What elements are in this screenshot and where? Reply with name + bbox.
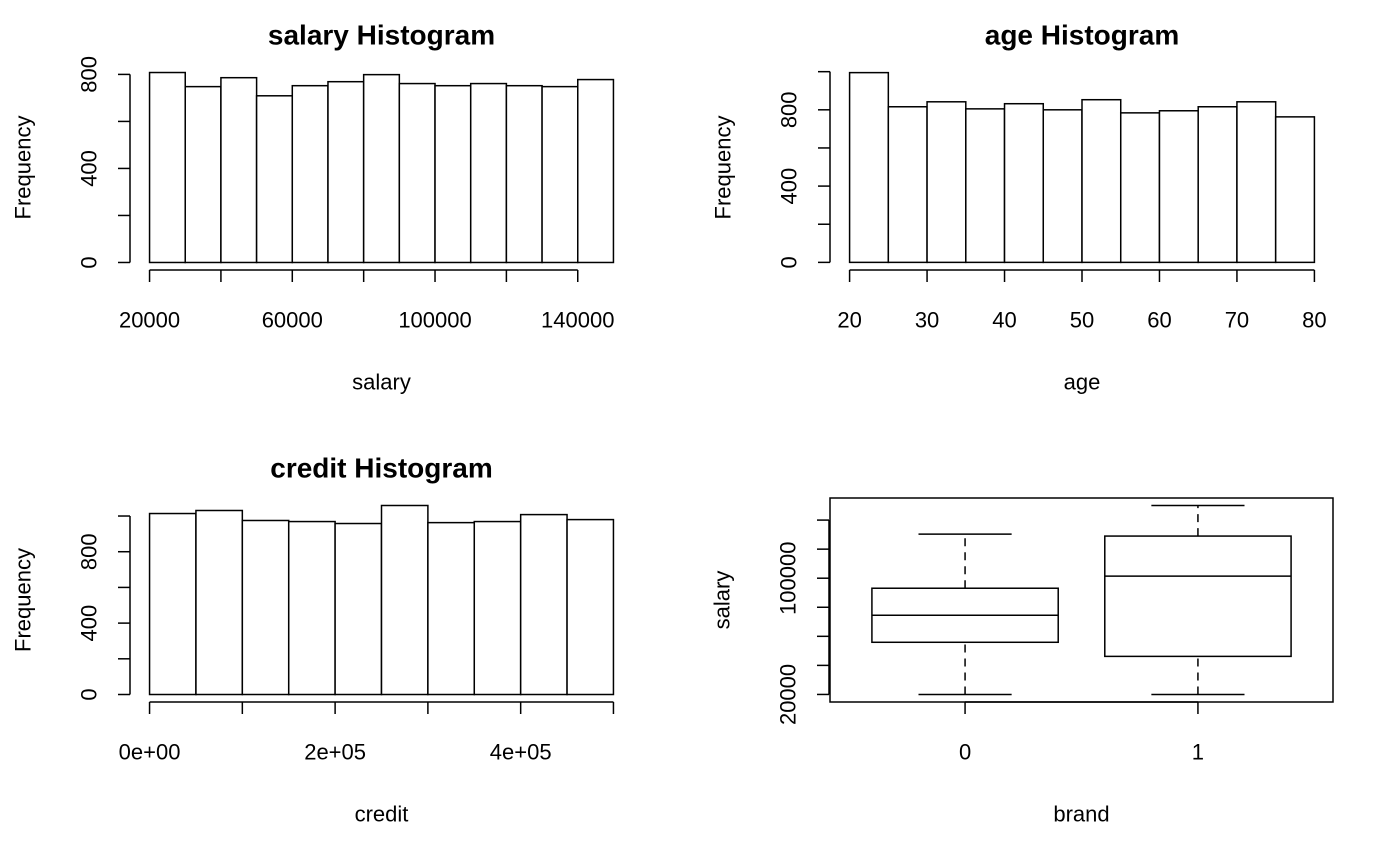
histogram-bar bbox=[148, 512, 197, 696]
histogram-bar bbox=[1081, 98, 1122, 264]
x-tick-label: 50 bbox=[1070, 308, 1094, 333]
x-tick-label: 4e+05 bbox=[490, 740, 552, 765]
histogram-bar bbox=[362, 73, 401, 264]
y-tick-label: 400 bbox=[77, 605, 102, 642]
histogram-bar bbox=[291, 84, 329, 264]
y-axis-label: salary bbox=[710, 571, 735, 630]
y-tick-label: 800 bbox=[777, 91, 802, 128]
histogram-bar bbox=[380, 504, 429, 696]
histogram-bar bbox=[398, 82, 436, 264]
y-tick-label: 800 bbox=[77, 56, 102, 93]
x-tick-label: 60 bbox=[1147, 308, 1171, 333]
histogram-bar bbox=[1236, 101, 1277, 264]
histogram-bar bbox=[566, 518, 615, 696]
histogram-bar bbox=[1158, 110, 1199, 264]
chart-title: credit Histogram bbox=[270, 453, 493, 484]
x-tick-label: 0 bbox=[959, 740, 971, 765]
x-axis-label: brand bbox=[1053, 802, 1109, 827]
box bbox=[1104, 535, 1292, 658]
x-tick-label: 70 bbox=[1225, 308, 1249, 333]
x-tick-label: 2e+05 bbox=[304, 740, 366, 765]
histogram-bar bbox=[1119, 112, 1161, 264]
histogram-bar bbox=[965, 108, 1006, 264]
histogram-bar bbox=[220, 76, 258, 264]
x-axis-label: age bbox=[1064, 370, 1101, 395]
histogram-bar bbox=[184, 85, 222, 264]
histogram-bar bbox=[1274, 116, 1316, 264]
histogram-bar bbox=[505, 84, 543, 264]
x-tick-label: 20 bbox=[837, 308, 861, 333]
y-tick-label: 0 bbox=[77, 688, 102, 700]
y-tick-label: 100000 bbox=[776, 541, 801, 614]
x-tick-label: 80 bbox=[1302, 308, 1326, 333]
histogram-bar bbox=[1003, 102, 1045, 264]
histogram-bar bbox=[541, 85, 579, 264]
y-axis-label: Frequency bbox=[711, 116, 736, 220]
x-tick-label: 20000 bbox=[119, 308, 180, 333]
histogram-bar bbox=[327, 80, 365, 264]
y-axis-label: Frequency bbox=[11, 548, 36, 652]
histogram-bar bbox=[926, 101, 967, 264]
histogram-bar bbox=[469, 82, 508, 264]
x-tick-label: 140000 bbox=[541, 308, 614, 333]
histogram-bar bbox=[334, 522, 383, 696]
x-tick-label: 1 bbox=[1192, 740, 1204, 765]
x-tick-label: 0e+00 bbox=[119, 740, 181, 765]
histogram-bar bbox=[473, 520, 522, 696]
y-tick-label: 400 bbox=[77, 150, 102, 187]
histogram-bar bbox=[887, 106, 928, 264]
histogram-bar bbox=[1197, 106, 1238, 264]
histogram-bar bbox=[519, 513, 568, 696]
histogram-bar bbox=[255, 95, 294, 264]
x-tick-label: 100000 bbox=[398, 308, 471, 333]
y-tick-label: 800 bbox=[77, 533, 102, 570]
histogram-bar bbox=[148, 71, 186, 264]
histogram-bar bbox=[427, 521, 476, 696]
y-tick-label: 400 bbox=[777, 168, 802, 205]
chart-title: age Histogram bbox=[985, 20, 1180, 51]
x-tick-label: 60000 bbox=[262, 308, 323, 333]
x-axis-label: salary bbox=[352, 370, 411, 395]
histogram-bar bbox=[434, 84, 472, 264]
histogram-bar bbox=[577, 78, 615, 264]
x-tick-label: 40 bbox=[992, 308, 1016, 333]
histogram-bar bbox=[241, 519, 290, 696]
histogram-bar bbox=[287, 520, 336, 696]
y-tick-label: 0 bbox=[77, 256, 102, 268]
y-tick-label: 20000 bbox=[776, 664, 801, 725]
y-tick-label: 0 bbox=[777, 256, 802, 268]
histogram-bar bbox=[1042, 109, 1083, 264]
histogram-bar bbox=[848, 71, 890, 264]
y-axis-label: Frequency bbox=[11, 116, 36, 220]
x-axis-label: credit bbox=[355, 802, 409, 827]
histogram-bar bbox=[195, 509, 244, 696]
x-tick-label: 30 bbox=[915, 308, 939, 333]
chart-title: salary Histogram bbox=[268, 20, 495, 51]
